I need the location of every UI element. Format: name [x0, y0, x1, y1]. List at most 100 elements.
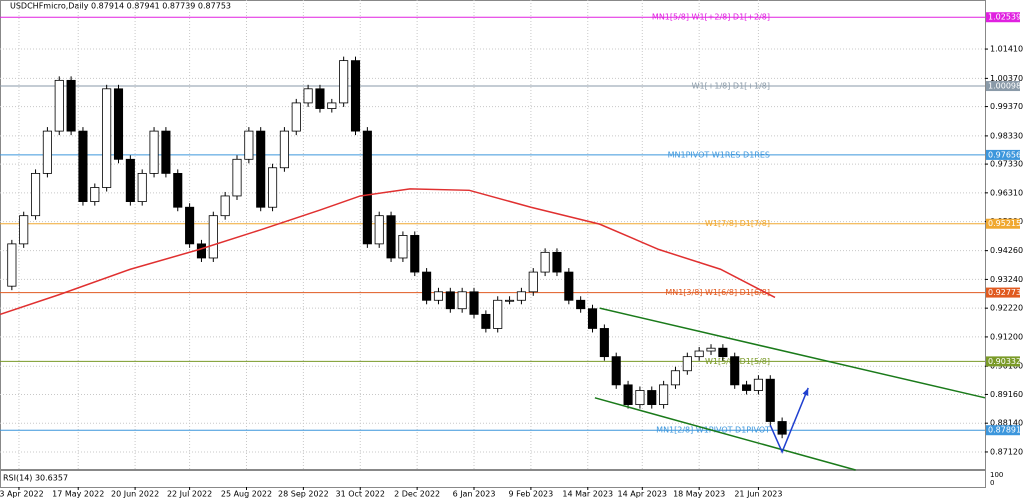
y-tick-label: 0.98330: [990, 131, 1023, 140]
level-value-box: [986, 425, 1020, 436]
candle: [611, 356, 621, 386]
candle: [481, 313, 491, 329]
level-value-box: [986, 287, 1020, 298]
rsi-tick: 0: [990, 479, 994, 487]
candle: [398, 235, 408, 259]
candle: [78, 130, 88, 202]
x-tick-label: 20 Jun 2022: [111, 490, 159, 499]
rsi-tick: 100: [990, 471, 1003, 479]
candle: [173, 172, 183, 208]
rsi-pane: [0, 470, 986, 488]
candle: [196, 243, 207, 259]
candle: [576, 299, 586, 310]
candle: [469, 291, 479, 315]
candle: [528, 271, 538, 293]
candle: [516, 291, 526, 301]
x-tick-label: 14 Mar 2023: [562, 490, 613, 499]
y-tick-label: 0.91200: [990, 332, 1023, 341]
candle: [410, 235, 420, 273]
candle: [137, 172, 147, 202]
candle: [90, 187, 100, 202]
x-tick-label: 25 Aug 2022: [221, 490, 272, 499]
x-tick-label: 13 Apr 2022: [0, 490, 44, 499]
y-tick-label: 0.87120: [990, 447, 1023, 456]
chart-title: USDCHFmicro,Daily 0.87914 0.87941 0.8773…: [10, 2, 231, 11]
candle: [374, 215, 384, 245]
y-tick-label: 1.00370: [990, 74, 1023, 83]
candle: [315, 88, 325, 109]
x-tick-label: 22 Jul 2022: [167, 490, 212, 499]
candle: [161, 130, 171, 174]
candle: [19, 215, 29, 245]
candle: [102, 88, 112, 188]
candle: [718, 347, 728, 358]
level-value: 1.00098: [988, 82, 1021, 91]
x-tick-label: 21 Jun 2023: [734, 490, 782, 499]
candle: [54, 79, 64, 132]
y-tick-label: 0.94260: [990, 246, 1023, 255]
candle: [457, 291, 467, 310]
y-tick-label: 0.99370: [990, 102, 1023, 111]
candle: [623, 384, 633, 405]
x-tick-label: 17 May 2022: [52, 490, 104, 499]
candle: [244, 130, 254, 160]
candle: [386, 215, 396, 259]
level-value: 0.87891: [988, 426, 1021, 435]
rsi-label: RSI(14) 30.6357: [3, 474, 68, 483]
y-tick-label: 0.88140: [990, 419, 1023, 428]
x-tick-label: 2 Dec 2022: [394, 490, 440, 499]
level-value-box: [986, 81, 1020, 92]
level-value: 0.90332: [988, 357, 1021, 366]
candle: [445, 291, 455, 310]
level-label: MN1PIVOT W1RES D1RES: [668, 150, 770, 159]
candle: [339, 60, 349, 104]
arrow-head: [802, 387, 809, 396]
y-tick-label: 0.92220: [990, 304, 1023, 313]
candle: [303, 88, 313, 104]
candle: [31, 172, 41, 217]
x-tick-label: 31 Oct 2022: [336, 490, 385, 499]
level-value-box: [986, 149, 1020, 160]
y-tick-label: 0.97330: [990, 160, 1023, 169]
candle: [7, 243, 17, 287]
candle: [599, 328, 609, 358]
level-value: 0.95215: [988, 219, 1021, 228]
y-tick-label: 1.01410: [990, 45, 1023, 54]
candle: [350, 60, 361, 132]
level-value: 0.92773: [988, 288, 1021, 297]
candle: [753, 378, 763, 391]
y-tick-label: 0.93240: [990, 275, 1023, 284]
candle: [777, 421, 787, 435]
candle: [422, 271, 432, 301]
level-value-box: [986, 218, 1020, 229]
trendline: [594, 397, 856, 471]
level-value: 0.97656: [988, 150, 1021, 159]
y-tick-label: 0.89160: [990, 390, 1023, 399]
candle: [125, 158, 135, 202]
candle: [670, 370, 681, 386]
level-value: 1.02539: [988, 13, 1021, 22]
candle: [208, 215, 218, 259]
candle: [765, 378, 775, 422]
candle: [232, 158, 242, 197]
candle: [268, 167, 278, 208]
level-label: W1[7/8] D1[7/8]: [705, 219, 770, 228]
level-label: MN1[3/8] W1[6/8] D1[6/8]: [665, 288, 770, 297]
candle: [149, 130, 159, 174]
candle: [742, 384, 752, 391]
candle: [279, 130, 289, 169]
x-tick-label: 28 Sep 2022: [278, 490, 329, 499]
candle: [682, 356, 692, 372]
candle: [564, 271, 574, 301]
x-tick-label: 14 Apr 2023: [618, 490, 667, 499]
trendline: [769, 387, 809, 454]
candle: [493, 299, 503, 329]
level-label: W1[+1/8] D1[+1/8]: [692, 82, 770, 91]
candle: [659, 384, 669, 405]
candle: [66, 79, 76, 132]
candle: [635, 390, 645, 405]
candle: [694, 350, 704, 358]
y-tick-label: 0.96310: [990, 188, 1023, 197]
candle: [362, 130, 372, 245]
